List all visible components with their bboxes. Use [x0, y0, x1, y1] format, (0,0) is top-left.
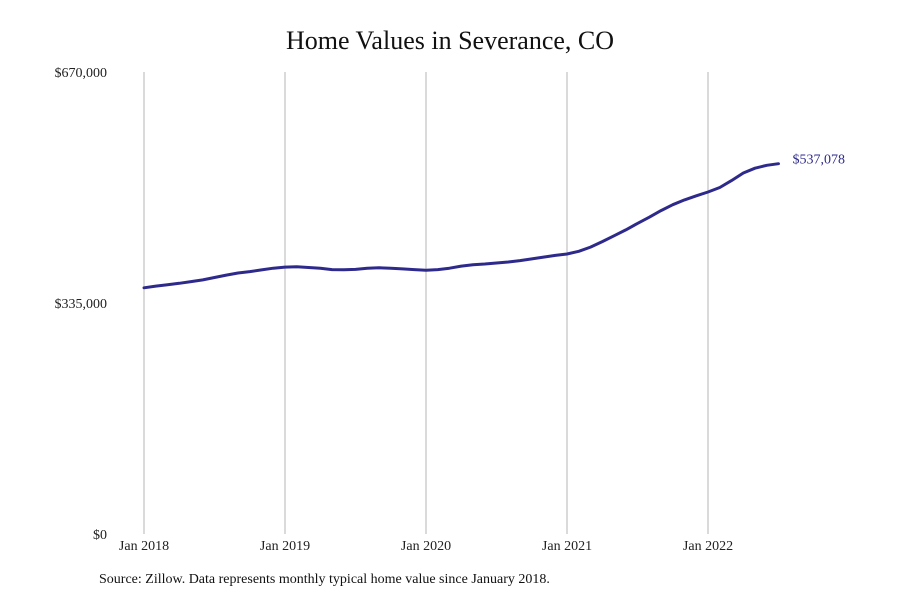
x-tick-label: Jan 2020 — [401, 539, 451, 554]
home-value-series-line — [142, 162, 780, 290]
end-value-label: $537,078 — [793, 153, 846, 168]
y-tick-label: $0 — [93, 528, 107, 543]
x-tick-label: Jan 2019 — [260, 539, 310, 554]
y-axis-ticks: $0 $335,000 $670,000 — [55, 66, 108, 543]
grid-layer — [143, 72, 709, 534]
x-tick-label: Jan 2022 — [683, 539, 733, 554]
x-tick-label: Jan 2018 — [119, 539, 169, 554]
y-tick-label: $335,000 — [55, 297, 108, 312]
x-axis-ticks: Jan 2018 Jan 2019 Jan 2020 Jan 2021 Jan 2022 — [119, 539, 733, 554]
chart-title: Home Values in Severance, CO — [285, 26, 615, 55]
x-tick-label: Jan 2021 — [542, 539, 592, 554]
source-note: Source: Zillow. Data represents monthly … — [99, 572, 550, 587]
y-tick-label: $670,000 — [55, 66, 108, 81]
